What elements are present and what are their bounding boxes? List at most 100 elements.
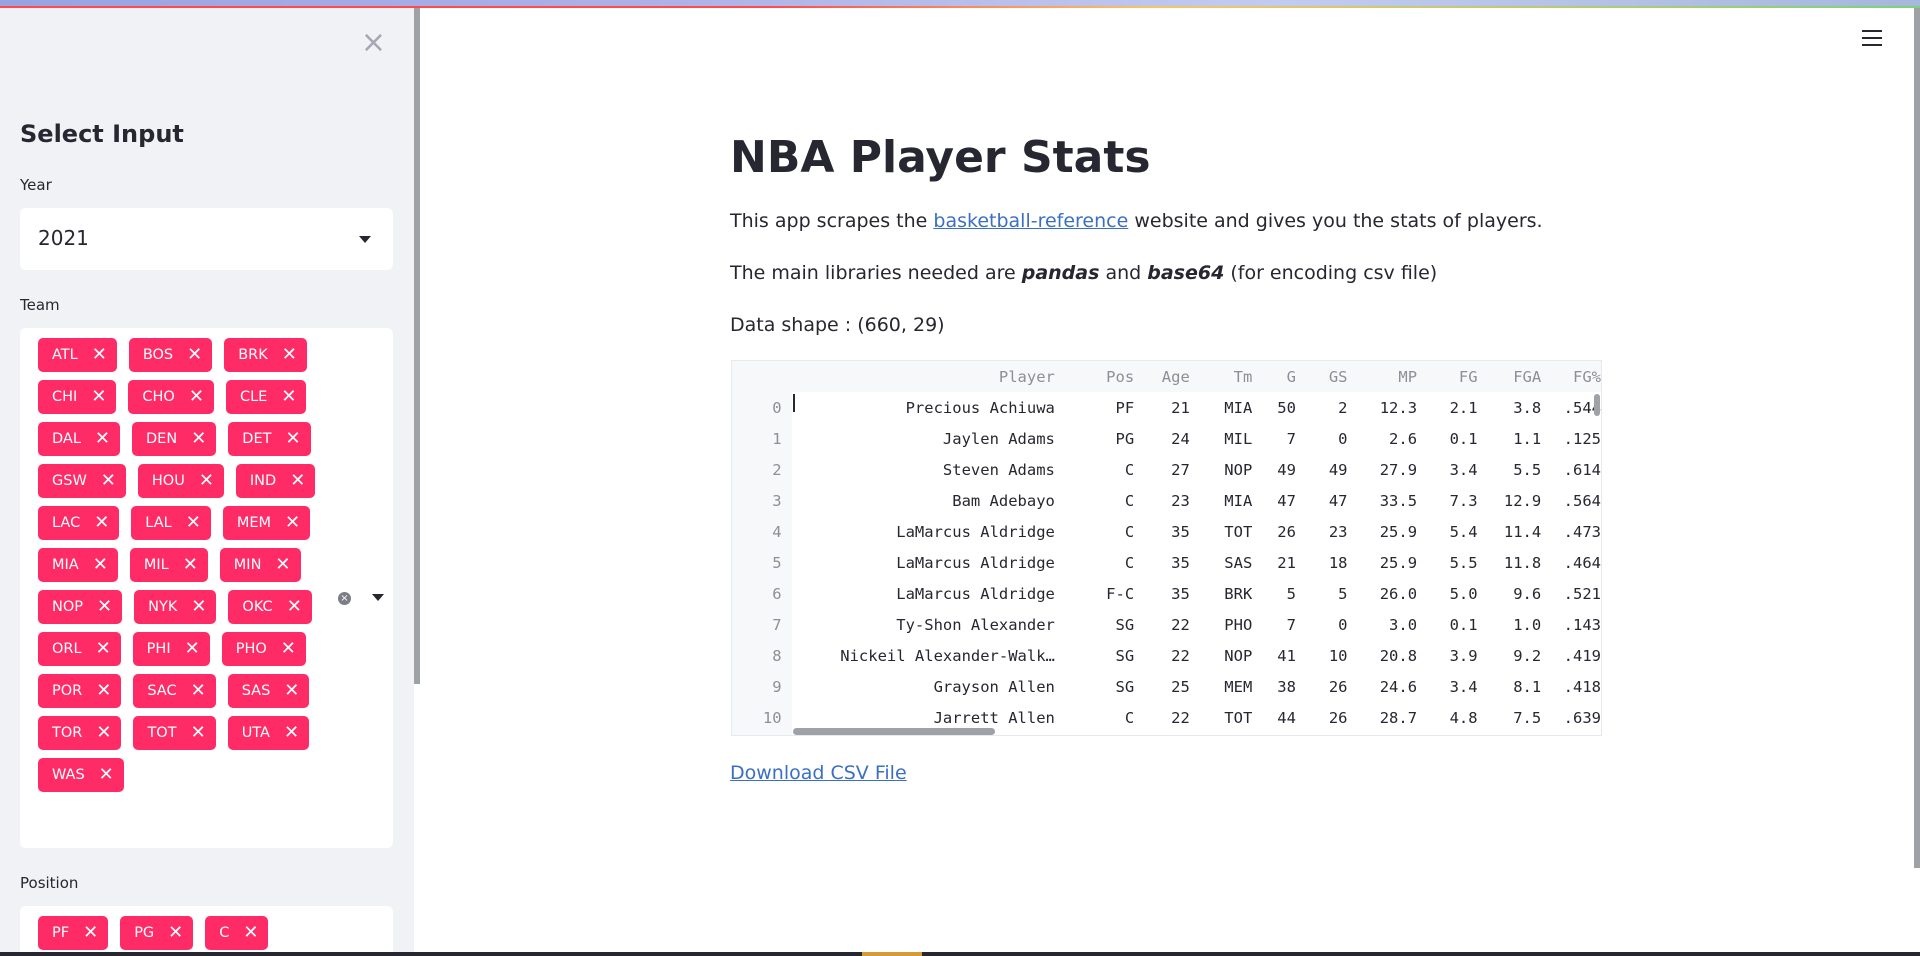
table-cell[interactable]: 3.4 xyxy=(1449,460,1478,479)
table-row[interactable]: 1 Jaylen Adams PG 24 MIL 7 0 2.6 0.1 1.1 .125 xyxy=(732,423,1601,454)
table-row[interactable]: 0 Precious Achiuwa PF 21 MIA 50 2 12.3 2.1 3.8 .54… xyxy=(732,392,1601,423)
table-cell[interactable]: 5.5 xyxy=(1449,553,1478,572)
table-cell[interactable]: 3.9 xyxy=(1449,646,1478,665)
table-cell[interactable]: 5 xyxy=(1338,584,1348,603)
table-cell[interactable]: LaMarcus Aldridge xyxy=(896,553,1055,572)
table-cell[interactable]: 47 xyxy=(1328,491,1348,510)
table-cell[interactable]: 0.1 xyxy=(1449,615,1478,634)
remove-tag-icon[interactable]: ✕ xyxy=(95,638,111,659)
team-tag[interactable]: UTA ✕ xyxy=(227,716,310,750)
remove-tag-icon[interactable]: ✕ xyxy=(275,554,291,575)
table-cell[interactable]: .473 xyxy=(1563,522,1601,541)
table-cell[interactable]: 8.1 xyxy=(1513,677,1542,696)
remove-tag-icon[interactable]: ✕ xyxy=(281,386,297,407)
table-cell[interactable]: 24 xyxy=(1171,429,1190,448)
table-cell[interactable]: 0 xyxy=(1338,615,1348,634)
table-cell[interactable]: 10 xyxy=(1328,646,1348,665)
remove-tag-icon[interactable]: ✕ xyxy=(83,922,99,943)
table-cell[interactable]: C xyxy=(1124,553,1135,572)
table-cell[interactable]: 24.6 xyxy=(1379,677,1418,696)
remove-tag-icon[interactable]: ✕ xyxy=(243,922,259,943)
column-header[interactable]: FGA xyxy=(1513,367,1542,386)
team-multiselect[interactable]: ATL ✕ BOS ✕ BRK ✕ CHI ✕ CHO ✕ CLE ✕ DAL ✕ DEN ✕ DET ✕ GSW ✕… xyxy=(20,328,393,848)
table-cell[interactable]: MEM xyxy=(1224,677,1253,696)
table-cell[interactable]: C xyxy=(1124,460,1135,479)
table-horizontal-scrollbar[interactable] xyxy=(793,728,995,735)
menu-icon[interactable] xyxy=(1862,30,1882,48)
table-cell[interactable]: 18 xyxy=(1328,553,1348,572)
table-cell[interactable]: 20.8 xyxy=(1379,646,1418,665)
team-tag[interactable]: ORL ✕ xyxy=(38,632,121,666)
table-cell[interactable]: NOP xyxy=(1224,460,1253,479)
main-scrollbar[interactable] xyxy=(1914,8,1920,868)
table-cell[interactable]: 11.4 xyxy=(1503,522,1542,541)
table-cell[interactable]: 49 xyxy=(1328,460,1348,479)
table-cell[interactable]: SG xyxy=(1115,646,1135,665)
position-tag[interactable]: PF ✕ xyxy=(38,916,109,950)
team-tag[interactable]: NYK ✕ xyxy=(134,590,217,624)
table-cell[interactable]: .544 xyxy=(1563,398,1601,417)
team-tag[interactable]: BOS ✕ xyxy=(128,338,213,372)
year-select[interactable]: 2021 xyxy=(20,208,393,270)
team-tag[interactable]: BRK ✕ xyxy=(224,338,307,372)
table-cell[interactable]: 3.0 xyxy=(1389,615,1418,634)
team-tag[interactable]: WAS ✕ xyxy=(38,758,124,792)
remove-tag-icon[interactable]: ✕ xyxy=(97,596,113,617)
remove-tag-icon[interactable]: ✕ xyxy=(91,344,107,365)
table-cell[interactable]: NOP xyxy=(1224,646,1253,665)
table-cell[interactable]: PF xyxy=(1115,398,1135,417)
table-cell[interactable]: C xyxy=(1124,522,1135,541)
table-cell[interactable]: Precious Achiuwa xyxy=(905,398,1055,417)
table-cell[interactable]: 22 xyxy=(1171,615,1190,634)
table-cell[interactable]: 11.8 xyxy=(1503,553,1542,572)
table-cell[interactable]: .521 xyxy=(1563,584,1601,603)
team-tag[interactable]: IND ✕ xyxy=(235,464,316,498)
team-tag[interactable]: DAL ✕ xyxy=(38,422,121,456)
team-tag[interactable]: MIA ✕ xyxy=(38,548,118,582)
table-cell[interactable]: 38 xyxy=(1277,677,1296,696)
team-tag[interactable]: TOR ✕ xyxy=(38,716,122,750)
team-tag[interactable]: SAC ✕ xyxy=(133,674,216,708)
table-cell[interactable]: 5.4 xyxy=(1449,522,1478,541)
team-tag[interactable]: ATL ✕ xyxy=(38,338,117,372)
remove-tag-icon[interactable]: ✕ xyxy=(283,722,300,743)
table-cell[interactable]: 7.3 xyxy=(1449,491,1478,510)
remove-tag-icon[interactable]: ✕ xyxy=(190,680,206,701)
column-header[interactable]: G xyxy=(1286,367,1296,386)
table-cell[interactable]: MIA xyxy=(1224,398,1253,417)
sidebar-scrollbar-thumb[interactable] xyxy=(414,8,420,684)
remove-tag-icon[interactable]: ✕ xyxy=(281,344,297,365)
table-cell[interactable]: 7.5 xyxy=(1513,708,1542,727)
remove-tag-icon[interactable]: ✕ xyxy=(188,386,204,407)
table-cell[interactable]: 35 xyxy=(1171,553,1190,572)
table-row[interactable]: 4 LaMarcus Aldridge C 35 TOT 26 23 25.9 5.4 11.4.… xyxy=(732,516,1601,547)
table-cell[interactable]: Jaylen Adams xyxy=(942,429,1055,448)
table-cell[interactable]: Jarrett Allen xyxy=(933,708,1055,727)
table-cell[interactable]: .143 xyxy=(1563,615,1601,634)
column-header[interactable]: Pos xyxy=(1106,367,1135,386)
remove-tag-icon[interactable]: ✕ xyxy=(191,596,207,617)
table-cell[interactable]: 21 xyxy=(1277,553,1296,572)
table-cell[interactable]: 25 xyxy=(1171,677,1190,696)
position-tag[interactable]: C ✕ xyxy=(205,916,269,950)
table-cell[interactable]: 35 xyxy=(1171,522,1190,541)
table-cell[interactable]: F-C xyxy=(1106,584,1135,603)
team-tag[interactable]: CHI ✕ xyxy=(38,380,117,414)
table-cell[interactable]: 25.9 xyxy=(1379,522,1418,541)
table-cell[interactable]: 2.6 xyxy=(1389,429,1418,448)
table-cell[interactable]: .614 xyxy=(1563,460,1601,479)
team-tag[interactable]: CHO ✕ xyxy=(128,380,214,414)
remove-tag-icon[interactable]: ✕ xyxy=(191,428,207,449)
table-cell[interactable]: SAS xyxy=(1224,553,1253,572)
table-cell[interactable]: .464 xyxy=(1563,553,1601,572)
team-tag[interactable]: TOT ✕ xyxy=(133,716,216,750)
team-tag[interactable]: DET ✕ xyxy=(228,422,311,456)
remove-tag-icon[interactable]: ✕ xyxy=(100,470,116,491)
table-row[interactable]: 2 Steven Adams C 27 NOP 49 49 27.9 3.4 5.5 .614 xyxy=(732,454,1601,485)
table-cell[interactable]: 12.3 xyxy=(1379,398,1418,417)
table-cell[interactable]: PG xyxy=(1115,429,1135,448)
remove-tag-icon[interactable]: ✕ xyxy=(184,638,200,659)
table-cell[interactable]: 9.2 xyxy=(1513,646,1542,665)
table-cell[interactable]: TOT xyxy=(1224,708,1253,727)
table-cell[interactable]: TOT xyxy=(1224,522,1253,541)
